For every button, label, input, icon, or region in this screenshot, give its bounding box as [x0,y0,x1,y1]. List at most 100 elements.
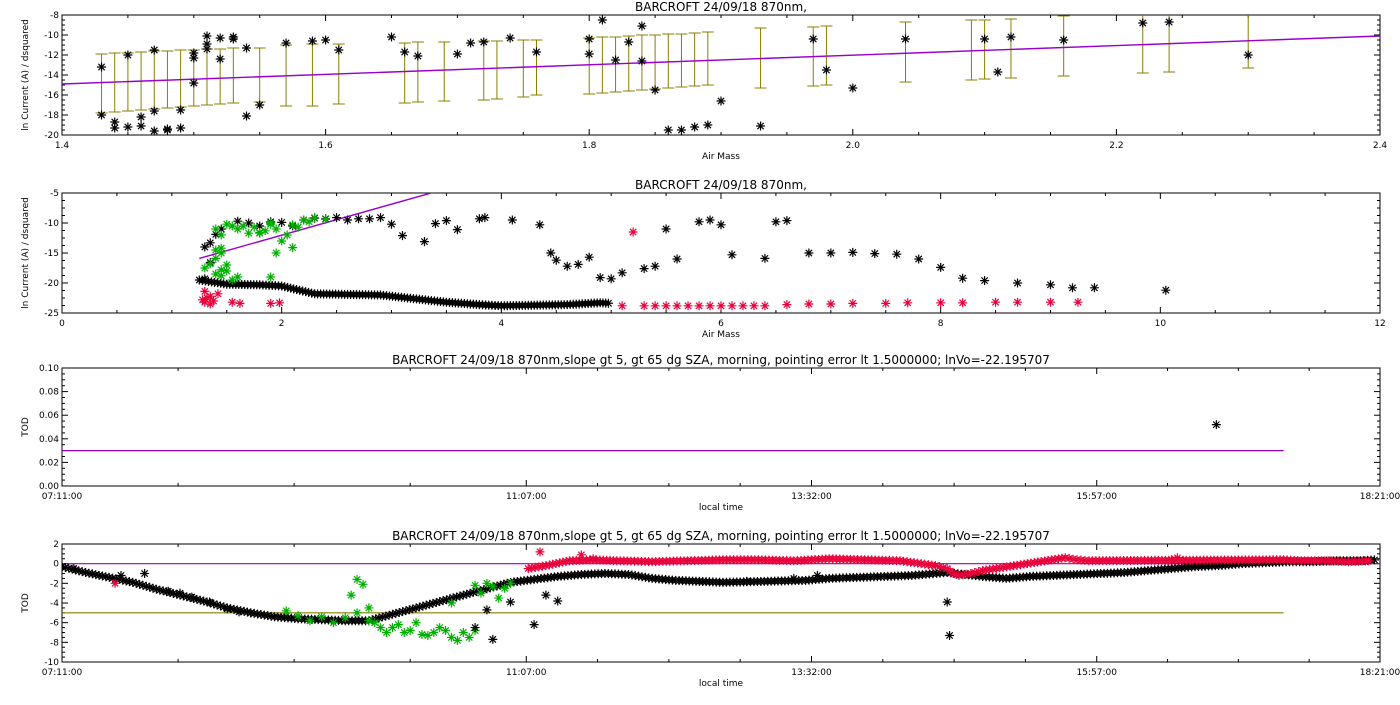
band-point [603,298,613,308]
data-point [234,607,244,617]
data-point [397,231,407,241]
data-point [848,83,858,93]
data-point [848,298,858,308]
data-point [716,220,726,230]
x-tick-label: 15:57:00 [1077,492,1118,502]
band-point [304,287,314,297]
data-point [227,275,237,285]
data-point [500,583,510,593]
band-point [938,563,948,573]
band-point [485,583,495,593]
data-point [703,120,713,130]
band-point [435,597,445,607]
chart-title: BARCROFT 24/09/18 870nm,slope gt 5, gt 6… [392,353,1050,367]
data-point [215,33,225,43]
data-point [387,623,397,633]
data-point [727,250,737,260]
chart-panel-2: BARCROFT 24/09/18 870nm, 0 2 4 6 8 10 12 -25 -20 -… [21,178,1386,340]
data-point [255,100,265,110]
data-point [683,301,693,311]
data-point [756,121,766,131]
data-point [476,588,486,598]
data-point [376,213,386,223]
data-point [452,225,462,235]
data-point [211,224,221,234]
band-point [966,569,976,578]
band-point [411,603,421,613]
data-point [694,301,704,311]
data-point [222,266,232,276]
plot-area [194,193,1171,311]
band-point [138,580,148,590]
data-point [507,215,517,225]
data-point [812,570,822,580]
y-tick-label: 0.00 [39,482,59,492]
data-point [202,31,212,41]
x-axis-label: Air Mass [702,152,740,162]
y-tick-label: -12 [44,51,59,61]
band-point [958,570,968,580]
band-point [558,557,568,567]
data-point [216,243,226,253]
band-point [970,568,980,578]
band-point [951,569,961,579]
data-point [249,222,259,232]
band-point [394,607,404,617]
band-point [548,559,558,569]
y-tick-label: -14 [44,71,59,81]
y-axis-label: TOD [21,593,31,614]
x-tick-label: 18:21:00 [1360,492,1400,502]
x-tick-label: 2.0 [846,141,861,151]
data-point [1172,553,1182,563]
band-point [229,604,239,614]
plot-area [62,547,1380,645]
band-point [374,613,384,623]
data-point [228,34,238,44]
data-point [705,301,715,311]
data-point [531,47,541,57]
data-point [293,222,303,232]
data-point [242,111,252,121]
data-point [387,32,396,42]
data-point [551,255,561,265]
data-point [466,38,476,48]
data-point [821,65,831,75]
data-point [738,301,748,311]
data-point [233,216,243,226]
data-point [255,228,265,238]
data-point [423,630,433,640]
fit-line [199,193,434,260]
data-point [584,49,594,59]
data-point [804,248,814,258]
band-point [468,587,478,597]
data-point [506,578,516,588]
band-point [544,560,554,570]
data-point [364,603,374,613]
chart-panel-3: BARCROFT 24/09/18 870nm,slope gt 5, gt 6… [21,353,1400,513]
band-point [954,570,964,580]
data-point [617,268,627,278]
data-point [255,221,265,231]
band-point [135,579,145,589]
band-point [452,592,462,602]
data-point [584,34,594,44]
band-point [408,604,418,614]
data-point [281,38,291,48]
data-point [881,298,891,308]
data-point [266,272,276,282]
y-axis-label: ln Current (A) / dsquared [21,19,31,131]
data-point [307,36,317,46]
data-point [782,216,792,226]
data-point [417,629,427,639]
band-point [148,583,158,593]
data-point [611,55,621,65]
band-point [131,578,141,588]
data-point [328,618,338,628]
data-point [413,51,423,61]
data-point [663,125,673,135]
band-point [301,287,311,297]
band-point [398,607,408,617]
x-tick-label: 11:07:00 [506,492,547,502]
band-point [371,614,381,624]
